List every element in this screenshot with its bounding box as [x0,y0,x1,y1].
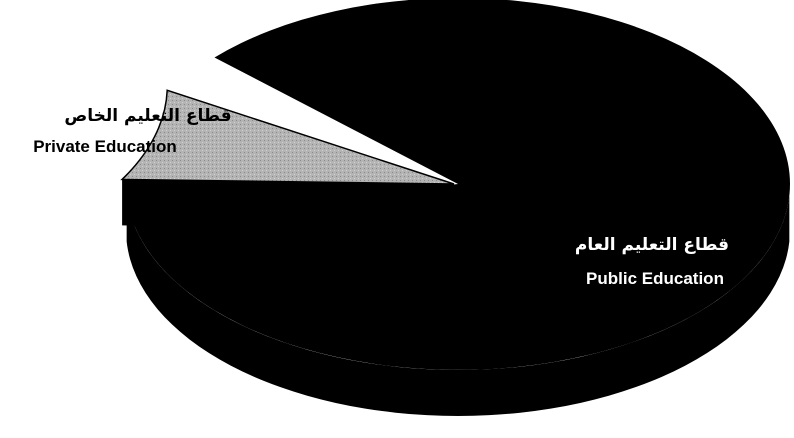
slice-labels: قطاع التعليم العام Public Education قطاع… [33,106,729,288]
slice-label-private-ar: قطاع التعليم الخاص [64,106,231,126]
pie-slice-private [120,89,455,185]
slice-label-public-en: Public Education [586,269,724,288]
pie-slice-private-side [122,179,454,230]
slice-label-public-ar: قطاع التعليم العام [575,235,729,255]
pie-slice-public [132,0,790,370]
slice-label-private-en: Private Education [33,137,177,156]
pie-slices [120,0,790,416]
pie-slice-public-side [126,195,790,416]
